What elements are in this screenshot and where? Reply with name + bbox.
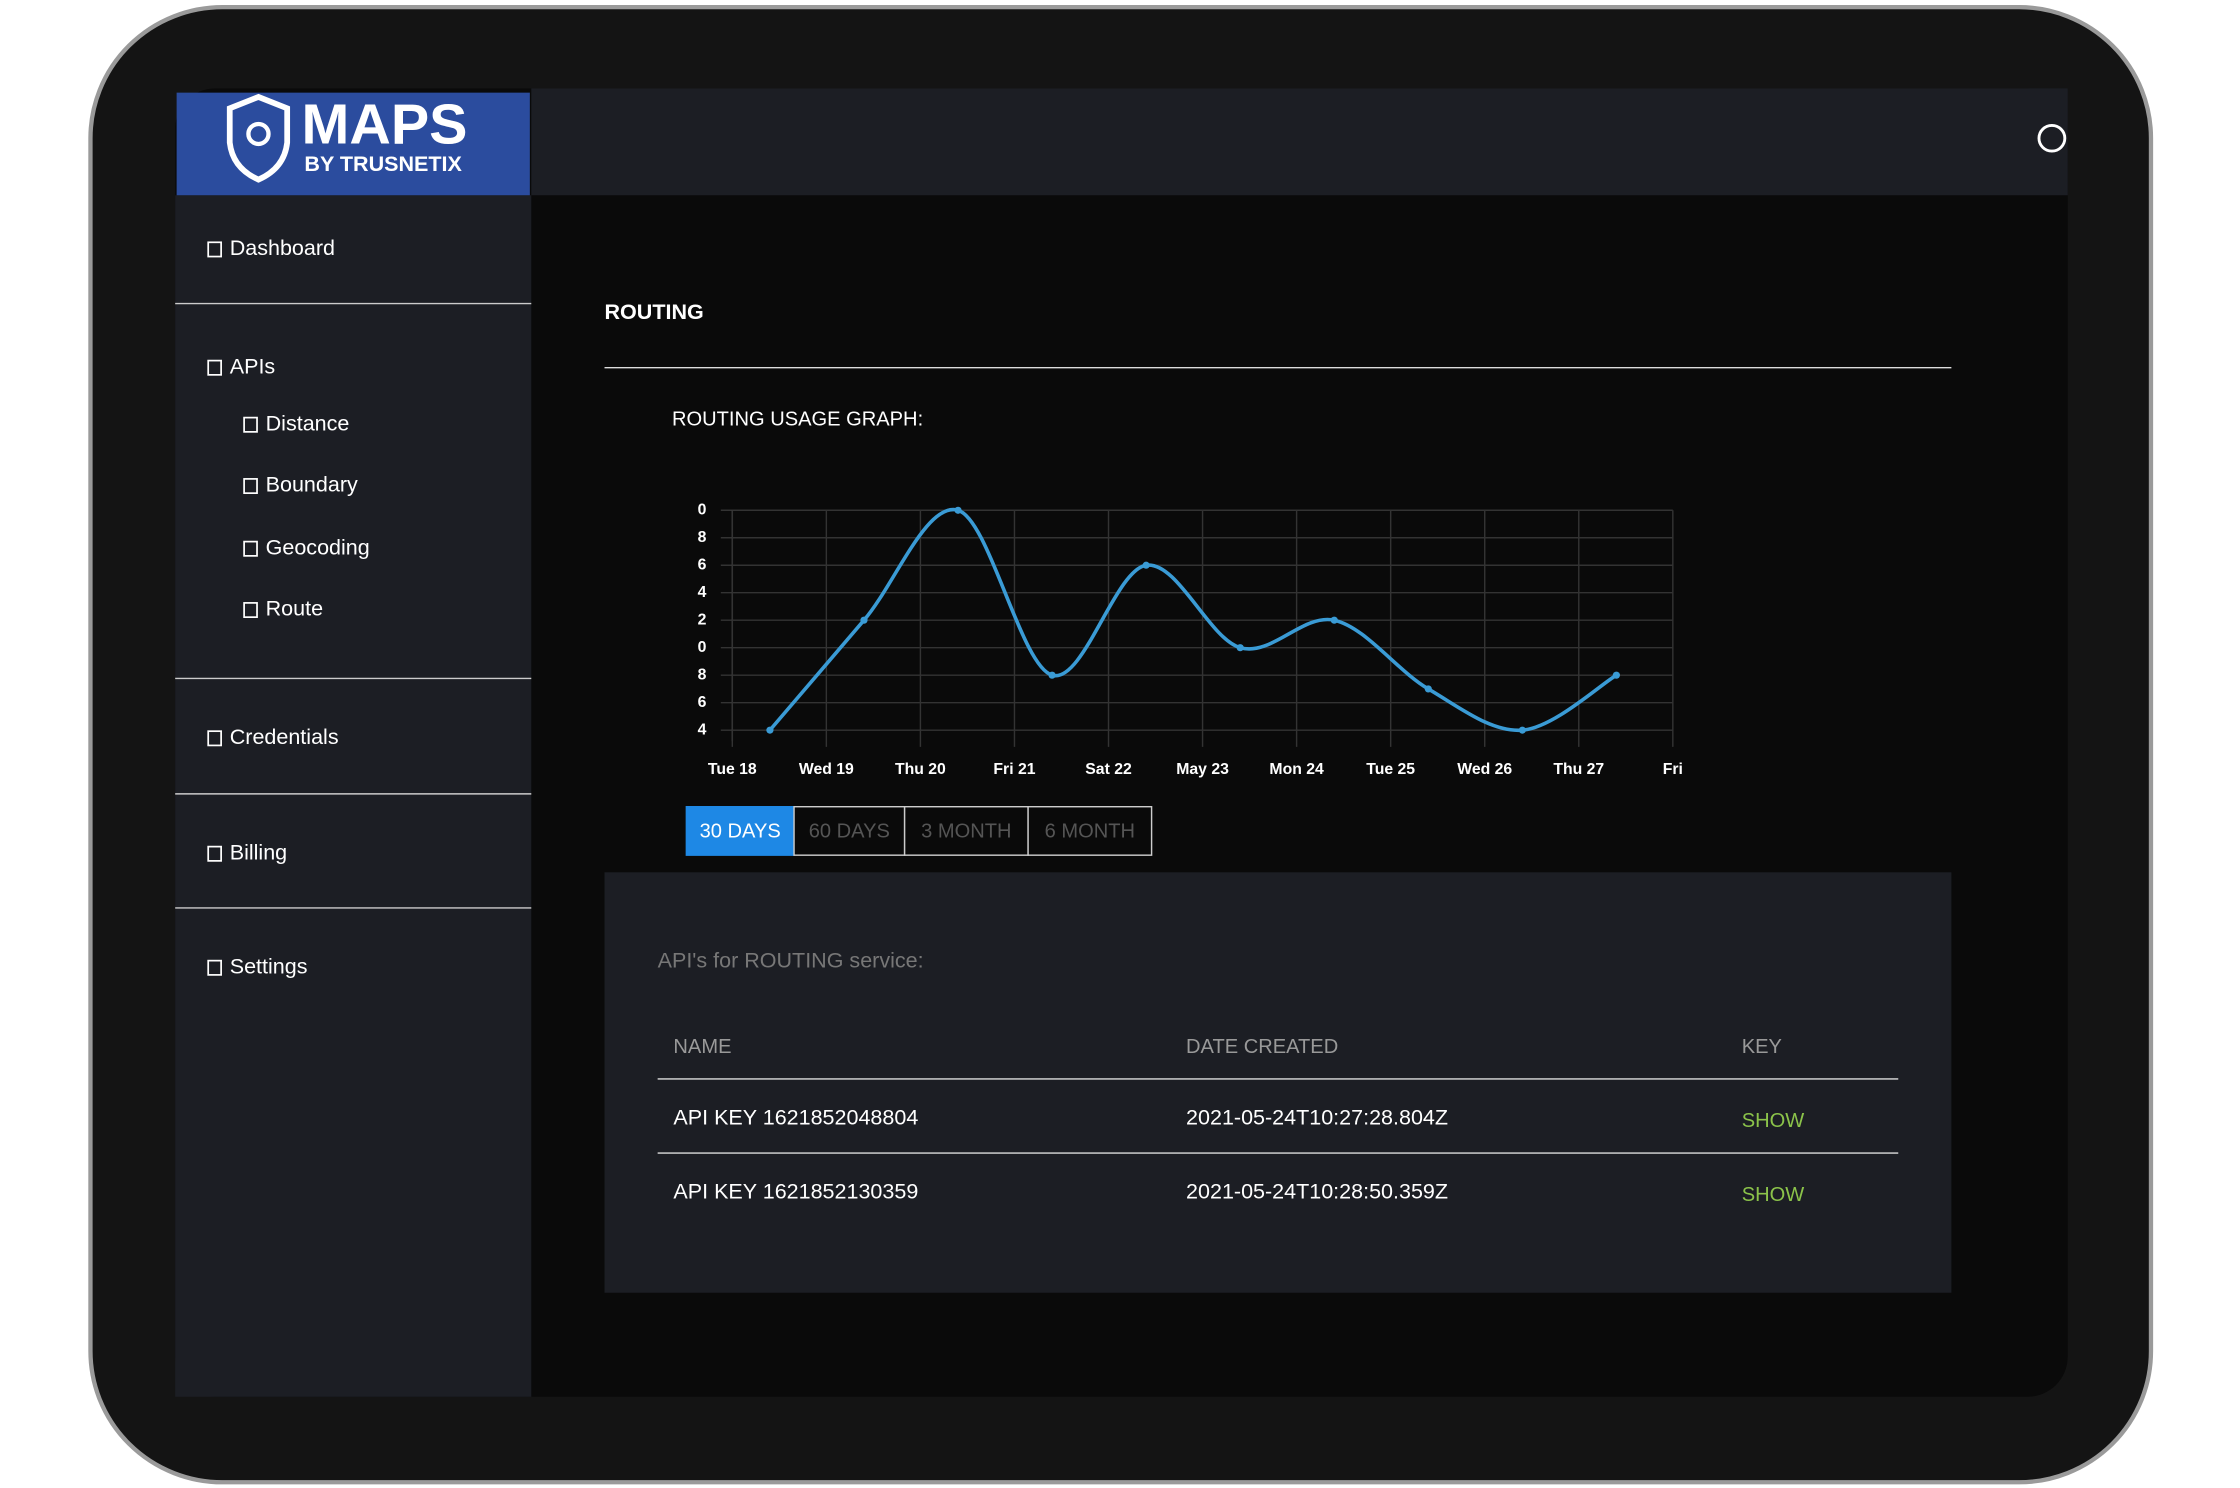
logo-box (176, 92, 530, 196)
nav-icon (207, 359, 222, 376)
point (1330, 616, 1338, 624)
nav-icon (243, 478, 258, 495)
range-buttons: 30 DAYS 60 DAYS 3 MONTH 6 MONTH (685, 806, 1153, 856)
x-tick-label: Wed 26 (1457, 761, 1512, 778)
nav-item[interactable]: Settings (230, 954, 308, 978)
nav-item[interactable]: Credentials (230, 725, 339, 749)
nav-icon (243, 540, 258, 557)
logo-subtitle: BY TRUSNETIX (304, 152, 462, 176)
show-key-link[interactable]: SHOW (1742, 1184, 1805, 1206)
point (1236, 644, 1244, 652)
table-title: API's for ROUTING service: (658, 949, 924, 973)
logo-title: MAPS (302, 93, 468, 157)
range-button[interactable] (1027, 806, 1153, 856)
nav-icon (207, 241, 222, 258)
x-tick-label: Mon 24 (1269, 761, 1324, 778)
y-tick-label: 2 (698, 611, 707, 628)
y-tick-label: 6 (698, 694, 707, 711)
range-button-label[interactable]: 30 DAYS (700, 821, 781, 843)
nav-icon (243, 602, 258, 619)
y-tick-label: 4 (698, 721, 707, 738)
nav-item[interactable]: Billing (230, 840, 287, 864)
table-cell: 2021-05-24T10:28:50.359Z (1186, 1180, 1448, 1204)
column-header: DATE CREATED (1186, 1036, 1338, 1058)
table-cell: 2021-05-24T10:27:28.804Z (1186, 1106, 1448, 1130)
point (1612, 671, 1620, 679)
y-tick-label: 0 (698, 501, 707, 518)
x-tick-label: Fri (1663, 761, 1683, 778)
point (1424, 685, 1432, 693)
point (954, 506, 962, 514)
range-button-label[interactable]: 60 DAYS (809, 821, 890, 843)
point (1048, 671, 1056, 679)
y-tick-label: 4 (698, 584, 707, 601)
x-tick-label: Thu 20 (895, 761, 946, 778)
x-tick-label: Sat 22 (1085, 761, 1132, 778)
section-title: ROUTING (605, 300, 704, 324)
y-tick-label: 6 (698, 556, 707, 573)
point (1518, 726, 1526, 734)
nav-icon (207, 730, 222, 747)
range-button[interactable] (793, 806, 906, 856)
x-tick-label: Fri 21 (993, 761, 1035, 778)
nav-icon (207, 959, 222, 976)
line (768, 507, 1618, 732)
nav-icon (207, 845, 222, 862)
x-tick-label: Wed 19 (799, 761, 854, 778)
nav-item[interactable]: Boundary (266, 473, 358, 497)
table-cell: API KEY 1621852130359 (673, 1180, 918, 1204)
table-panel (604, 872, 1952, 1293)
logo-pin (246, 121, 271, 147)
sidebar (175, 195, 532, 1397)
point (1142, 561, 1150, 569)
nav-icon (243, 416, 258, 433)
nav-item[interactable]: Geocoding (266, 535, 370, 559)
nav-item[interactable]: Route (266, 597, 323, 621)
top-bar (531, 88, 2068, 196)
table-cell: API KEY 1621852048804 (673, 1106, 918, 1130)
x-tick-label: May 23 (1176, 761, 1229, 778)
range-button-label[interactable]: 3 MONTH (921, 821, 1011, 843)
x-tick-label: Thu 27 (1553, 761, 1604, 778)
range-button[interactable] (903, 806, 1029, 856)
logo-shield (226, 93, 291, 183)
chart-title: ROUTING USAGE GRAPH: (672, 409, 923, 431)
y-tick-label: 8 (698, 666, 707, 683)
column-header: NAME (673, 1036, 731, 1058)
nav-item[interactable]: Distance (266, 411, 350, 435)
point (766, 726, 774, 734)
nav: Dashboard APIs Distance Boundary Geocoding Ro… (207, 236, 370, 978)
show-key-link[interactable]: SHOW (1742, 1110, 1805, 1132)
x-tick-label: Tue 25 (1366, 761, 1415, 778)
range-button[interactable] (685, 806, 795, 856)
user-icon[interactable] (2037, 124, 2067, 153)
y-tick-label: 0 (698, 639, 707, 656)
y-tick-label: 8 (698, 529, 707, 546)
column-header: KEY (1742, 1036, 1782, 1058)
point (860, 616, 868, 624)
table: NAME DATE CREATED KEY API KEY 1621852048804… (657, 1036, 1899, 1206)
nav-item[interactable]: Dashboard (230, 236, 335, 260)
chart: 0 8 6 4 2 0 8 6 4 Tue 18 Wed 19 Thu 20 Fri 21 Sat 22 M… (698, 501, 1683, 777)
range-button-label[interactable]: 6 MONTH (1045, 821, 1135, 843)
nav-item[interactable]: APIs (230, 354, 275, 378)
x-tick-label: Tue 18 (708, 761, 757, 778)
